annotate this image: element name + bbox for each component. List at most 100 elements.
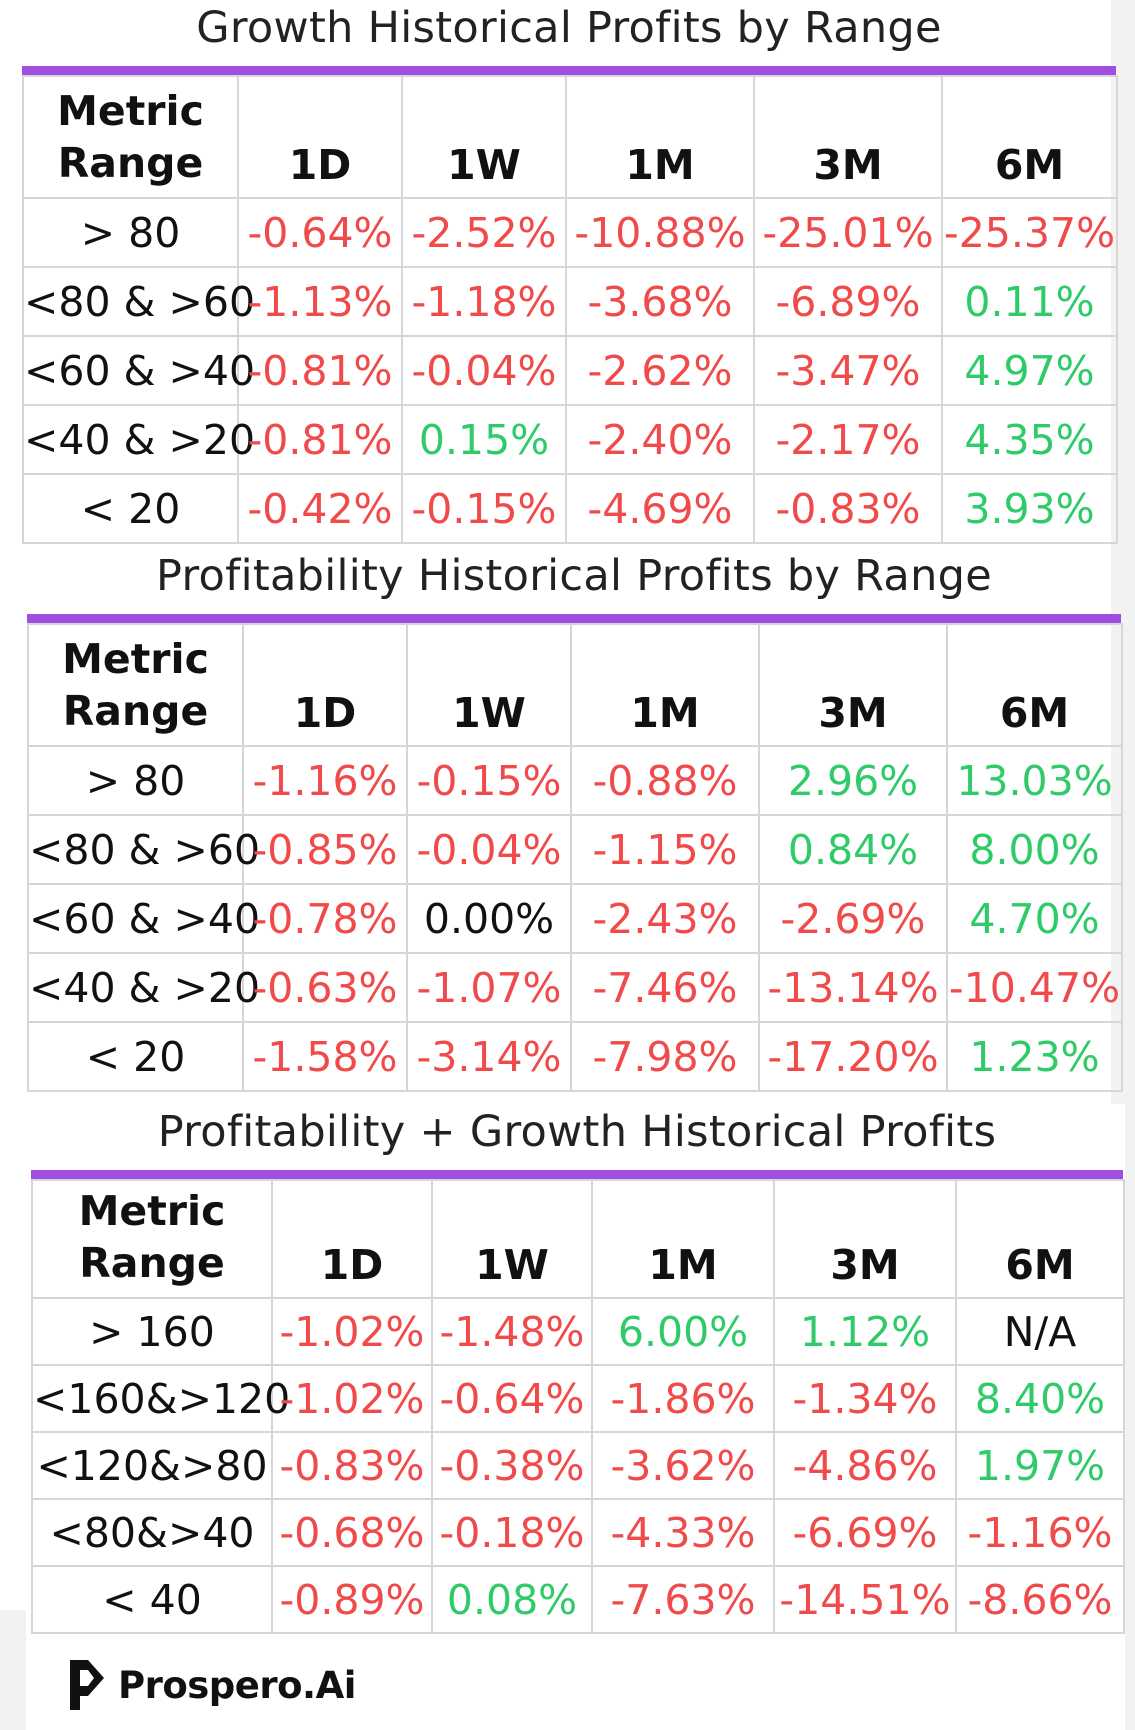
row-range-label: <80 & >60 — [27, 814, 260, 885]
return-cell: 0.00% — [406, 883, 572, 954]
table-row: < 20 -1.58% -3.14% -7.98% -17.20% 1.23% — [27, 1021, 1123, 1092]
column-header-3m: 3M — [773, 1179, 957, 1299]
return-cell: -1.48% — [431, 1297, 593, 1366]
return-cell: 4.35% — [941, 404, 1118, 475]
header-text-part: Range — [57, 139, 204, 187]
table-title: Growth Historical Profits by Range — [196, 3, 942, 53]
column-header-3m: 3M — [753, 75, 943, 199]
table-row: <40 & >20 -0.63% -1.07% -7.46% -13.14% -10.47… — [27, 952, 1123, 1023]
return-cell: -0.42% — [237, 473, 403, 544]
row-range-label: <120&>80 — [31, 1431, 273, 1500]
return-cell: -2.40% — [565, 404, 755, 475]
return-cell: -2.17% — [753, 404, 943, 475]
return-cell: -0.64% — [431, 1364, 593, 1433]
row-range-label: <160&>120 — [31, 1364, 290, 1433]
return-cell: -0.15% — [401, 473, 567, 544]
return-cell: 13.03% — [946, 745, 1123, 816]
header-text-part: Metric — [78, 1187, 226, 1235]
return-cell: -1.58% — [242, 1021, 408, 1092]
return-cell: -3.14% — [406, 1021, 572, 1092]
return-cell: -1.18% — [401, 266, 567, 337]
return-cell: -0.63% — [242, 952, 408, 1023]
column-header-1m: 1M — [591, 1179, 775, 1299]
table-row: <60 & >40 -0.78% 0.00% -2.43% -2.69% 4.70% — [27, 883, 1123, 954]
accent-divider — [27, 614, 1121, 623]
return-cell: -0.85% — [242, 814, 408, 885]
return-cell: -25.01% — [753, 197, 943, 268]
table-row: <80&>40 -0.68% -0.18% -4.33% -6.69% -1.16% — [31, 1498, 1125, 1567]
column-header-1w: 1W — [431, 1179, 593, 1299]
accent-divider — [31, 1170, 1123, 1179]
table-row: <120&>80 -0.83% -0.38% -3.62% -4.86% 1.97% — [31, 1431, 1125, 1500]
table-row: <80 & >60 -0.85% -0.04% -1.15% 0.84% 8.00% — [27, 814, 1123, 885]
column-header-1d: 1D — [271, 1179, 433, 1299]
row-range-label: > 80 — [27, 745, 244, 816]
table-header-row: Metric Range 1D 1W 1M 3M 6M — [27, 623, 1123, 747]
return-cell: -7.98% — [570, 1021, 760, 1092]
return-cell: -2.43% — [570, 883, 760, 954]
return-cell: -1.13% — [237, 266, 403, 337]
column-header-3m: 3M — [758, 623, 948, 747]
return-cell: -0.83% — [753, 473, 943, 544]
return-cell: -6.69% — [773, 1498, 957, 1567]
return-cell: -14.51% — [773, 1565, 957, 1634]
return-cell: 2.96% — [758, 745, 948, 816]
row-range-label: > 160 — [31, 1297, 273, 1366]
row-range-label: <80 & >60 — [22, 266, 255, 337]
table-row: <80 & >60 -1.13% -1.18% -3.68% -6.89% 0.11% — [22, 266, 1118, 337]
row-range-label: <40 & >20 — [22, 404, 255, 475]
return-cell: -1.34% — [773, 1364, 957, 1433]
return-cell: -0.04% — [406, 814, 572, 885]
return-cell: -17.20% — [758, 1021, 948, 1092]
return-cell: 0.11% — [941, 266, 1118, 337]
table-title: Profitability + Growth Historical Profit… — [157, 1107, 997, 1157]
column-header-6m: 6M — [946, 623, 1123, 747]
return-cell: -6.89% — [753, 266, 943, 337]
prospero-logo-icon — [70, 1660, 104, 1710]
table-row: > 80 -0.64% -2.52% -10.88% -25.01% -25.37% — [22, 197, 1118, 268]
return-cell: -0.18% — [431, 1498, 593, 1567]
return-cell: -1.07% — [406, 952, 572, 1023]
row-range-label: > 80 — [22, 197, 239, 268]
return-cell: -1.16% — [242, 745, 408, 816]
return-cell: -2.69% — [758, 883, 948, 954]
page-gutter-left — [0, 1610, 26, 1730]
return-cell: 3.93% — [941, 473, 1118, 544]
header-text-part: Range — [62, 687, 209, 735]
table-row: < 40 -0.89% 0.08% -7.63% -14.51% -8.66% — [31, 1565, 1125, 1634]
return-cell: 1.12% — [773, 1297, 957, 1366]
row-range-label: < 20 — [22, 473, 239, 544]
return-cell: -10.47% — [946, 952, 1123, 1023]
return-cell: -2.62% — [565, 335, 755, 406]
table-section-3: Profitability + Growth Historical Profit… — [31, 1104, 1125, 1634]
accent-divider — [22, 66, 1116, 75]
return-cell: 4.70% — [946, 883, 1123, 954]
profits-table: Metric Range 1D 1W 1M 3M 6M > 80 -0.64% -2.52% -10… — [22, 75, 1118, 544]
table-header-row: Metric Range 1D 1W 1M 3M 6M — [31, 1179, 1125, 1299]
return-cell: -0.81% — [237, 335, 403, 406]
table-section-2: Profitability Historical Profits by Rang… — [27, 548, 1123, 1092]
return-cell: N/A — [955, 1297, 1125, 1366]
return-cell: -4.86% — [773, 1431, 957, 1500]
brand-logo: Prospero.Ai — [66, 1654, 356, 1716]
row-range-label: < 40 — [31, 1565, 273, 1634]
return-cell: -10.88% — [565, 197, 755, 268]
profits-table: Metric Range 1D 1W 1M 3M 6M > 160 -1.02% -1.48% 6.… — [31, 1179, 1125, 1634]
header-text-part: Range — [79, 1239, 225, 1287]
column-header-6m: 6M — [941, 75, 1118, 199]
table-title: Profitability Historical Profits by Rang… — [156, 551, 992, 601]
return-cell: -0.38% — [431, 1431, 593, 1500]
page-gutter-lower — [1125, 1104, 1135, 1730]
return-cell: -4.33% — [591, 1498, 775, 1567]
return-cell: -1.15% — [570, 814, 760, 885]
return-cell: -7.63% — [591, 1565, 775, 1634]
header-text-part: Metric — [62, 635, 209, 683]
table-row: > 160 -1.02% -1.48% 6.00% 1.12% N/A — [31, 1297, 1125, 1366]
return-cell: 8.40% — [955, 1364, 1125, 1433]
profits-table: Metric Range 1D 1W 1M 3M 6M > 80 -1.16% -0.15% -0.… — [27, 623, 1123, 1092]
header-text-part: Metric — [57, 87, 204, 135]
row-range-label: <60 & >40 — [27, 883, 260, 954]
brand-logo-text: Prospero.Ai — [118, 1663, 356, 1707]
column-header-metric-range: Metric Range — [27, 623, 244, 747]
column-header-1m: 1M — [565, 75, 755, 199]
